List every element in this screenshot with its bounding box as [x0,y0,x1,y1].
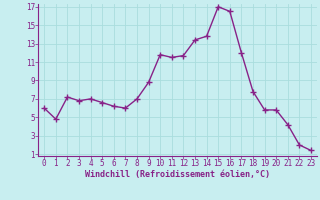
X-axis label: Windchill (Refroidissement éolien,°C): Windchill (Refroidissement éolien,°C) [85,170,270,179]
